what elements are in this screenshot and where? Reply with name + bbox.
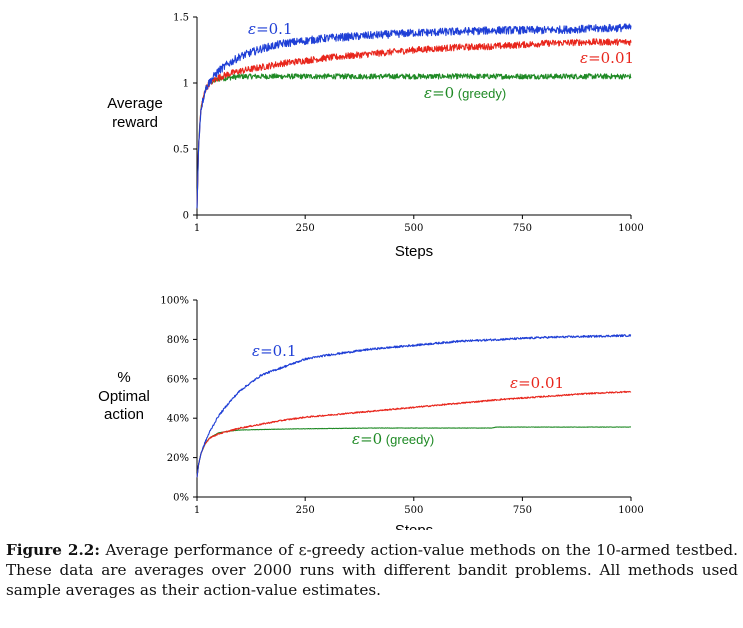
figure-caption: Figure 2.2: Average performance of ε-gre… bbox=[6, 540, 738, 600]
series-label: ε=0 (greedy) bbox=[424, 84, 506, 102]
caption-label: Figure 2.2: bbox=[6, 541, 100, 559]
optimal-action-chart: 0% 20% 40% 60% 80% 100% 1 250 500 750 1000 Steps% Op… bbox=[98, 296, 644, 531]
series-line bbox=[196, 38, 632, 209]
caption-text: Average performance of ε-greedy action-v… bbox=[6, 541, 738, 599]
x-axis-label: Steps bbox=[395, 243, 433, 260]
y-tick-label: 1.5 bbox=[173, 13, 189, 24]
series-label-part: =0 bbox=[360, 430, 382, 448]
x-tick-label: 250 bbox=[296, 505, 315, 516]
y-tick-label: 40% bbox=[167, 414, 189, 425]
y-axis-label: % bbox=[117, 369, 130, 386]
y-tick-label: 1 bbox=[183, 79, 189, 90]
series-label-part: ε bbox=[510, 374, 518, 392]
series-label-part: ε bbox=[580, 49, 588, 67]
y-tick-label: 100% bbox=[160, 296, 189, 307]
y-axis-label: reward bbox=[112, 114, 158, 131]
series-line bbox=[196, 73, 632, 209]
y-tick-label: 20% bbox=[167, 453, 189, 464]
series-label-part: =0.01 bbox=[518, 374, 564, 392]
x-tick-label: 750 bbox=[513, 223, 532, 234]
y-tick-label: 80% bbox=[167, 335, 189, 346]
x-tick-label: 500 bbox=[404, 223, 423, 234]
series-label: ε=0.1 bbox=[252, 342, 297, 360]
x-tick-label: 1000 bbox=[618, 223, 643, 234]
series-label-part: =0.1 bbox=[260, 342, 296, 360]
series-line bbox=[196, 426, 632, 478]
series-label-part: (greedy) bbox=[454, 86, 506, 101]
series-label: ε=0.1 bbox=[248, 20, 293, 38]
series-label: ε=0.01 bbox=[510, 374, 564, 392]
x-tick-label: 1000 bbox=[618, 505, 643, 516]
series-label-part: ε bbox=[248, 20, 256, 38]
series-line bbox=[196, 23, 632, 209]
y-tick-label: 0 bbox=[183, 211, 189, 222]
figure: 0 0.5 1 1.5 1 250 500 750 1000 Steps Average reward… bbox=[98, 13, 644, 531]
y-tick-label: 0.5 bbox=[173, 145, 189, 156]
y-tick-label: 0% bbox=[173, 493, 189, 504]
x-tick-label: 250 bbox=[296, 223, 315, 234]
series-label-part: (greedy) bbox=[382, 432, 434, 447]
series-label: ε=0.01 bbox=[580, 49, 634, 67]
average-reward-chart: 0 0.5 1 1.5 1 250 500 750 1000 Steps Average reward… bbox=[107, 13, 644, 261]
series-line bbox=[196, 390, 632, 478]
x-tick-label: 500 bbox=[404, 505, 423, 516]
series-label-part: =0 bbox=[432, 84, 454, 102]
y-tick-label: 60% bbox=[167, 374, 189, 385]
series-label-part: ε bbox=[352, 430, 360, 448]
series-label: ε=0 (greedy) bbox=[352, 430, 434, 448]
series-line bbox=[196, 334, 632, 478]
x-tick-label: 1 bbox=[194, 223, 200, 234]
series-label-part: =0.1 bbox=[256, 20, 292, 38]
series-label-part: ε bbox=[424, 84, 432, 102]
y-axis-label: action bbox=[104, 406, 144, 423]
y-axis-label: Average bbox=[107, 95, 163, 112]
x-tick-label: 1 bbox=[194, 505, 200, 516]
series-label-part: ε bbox=[252, 342, 260, 360]
y-axis-label: Optimal bbox=[98, 388, 150, 405]
x-tick-label: 750 bbox=[513, 505, 532, 516]
x-axis-label: Steps bbox=[395, 522, 433, 530]
series-label-part: =0.01 bbox=[588, 49, 634, 67]
